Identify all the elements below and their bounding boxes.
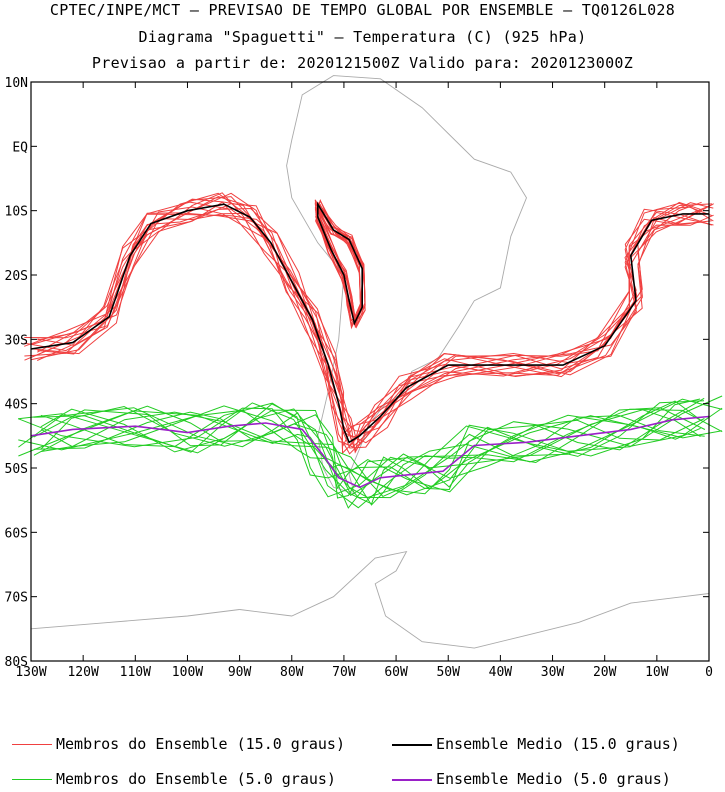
lon-tick-label: 10W [645,665,669,680]
coastline-layer [30,75,710,649]
lat-tick-label: 30S [5,333,28,348]
lat-tick-label: 80S [5,655,28,670]
member-15-andes-line [317,203,364,326]
lon-tick-label: 20W [593,665,617,680]
legend-label-members-5: Membros do Ensemble (5.0 graus) [56,770,336,788]
antarctica-coastline [239,550,710,649]
legend-mean-5: Ensemble Medio (5.0 graus) [392,770,671,788]
lat-tick-label: 50S [5,462,28,477]
legend-swatch-members-5 [12,779,52,780]
lon-tick-label: 30W [541,665,565,680]
legend-label-mean-5: Ensemble Medio (5.0 graus) [436,770,671,788]
member-15-andes-line [315,204,362,326]
members-15-layer [24,192,714,455]
lon-tick-label: 0 [705,665,713,680]
legend-swatch-members-15 [12,744,52,745]
lon-tick-label: 40W [489,665,513,680]
legend-label-members-15: Membros do Ensemble (15.0 graus) [56,735,345,753]
mean-15-andes-line [317,201,363,326]
member-15-line [24,192,714,449]
lon-tick-label: 90W [228,665,252,680]
member-15-line [24,198,714,436]
lon-tick-label: 50W [436,665,460,680]
member-5-line [40,405,706,509]
chart-subtitle: Diagrama "Spaguetti" — Temperatura (C) (… [138,28,587,46]
member-15-line [30,192,702,446]
lon-tick-label: 110W [120,665,151,680]
lon-tick-label: 130W [15,665,46,680]
chart-title: CPTEC/INPE/MCT — PREVISAO DE TEMPO GLOBA… [49,1,676,19]
member-5-line [33,408,701,505]
member-5-line [33,400,701,506]
legend-swatch-mean-15 [392,743,432,746]
map-border [30,81,710,662]
legend-swatch-mean-5 [392,778,432,781]
member-5-line [34,398,701,497]
member-15-line [31,196,702,455]
lat-tick-label: 70S [5,591,28,606]
member-5-line [40,408,705,499]
mean-5-line [30,415,710,489]
legend-label-mean-15: Ensemble Medio (15.0 graus) [436,735,680,753]
member-15-line [36,203,713,454]
mean-15-line [30,203,709,444]
ensemble-mean-layer [30,201,710,489]
lat-tick-label: 60S [5,526,28,541]
legend-mean-15: Ensemble Medio (15.0 graus) [392,735,680,753]
lat-tick-label: 10N [5,76,28,91]
member-15-line [37,192,713,454]
lon-tick-label: 100W [172,665,203,680]
legend-members-15: Membros do Ensemble (15.0 graus) [12,735,345,753]
lon-tick-label: 70W [332,665,356,680]
lat-tick-label: EQ [12,140,28,155]
antarctica-west-coastline [30,609,240,630]
lat-tick-label: 20S [5,269,28,284]
lon-tick-label: 80W [280,665,304,680]
lat-tick-label: 40S [5,398,28,413]
member-15-andes-line [317,202,364,322]
legend-members-5: Membros do Ensemble (5.0 graus) [12,770,336,788]
forecast-info: Previsao a partir de: 2020121500Z Valido… [91,54,634,72]
member-15-line [37,213,712,445]
lat-tick-label: 10S [5,205,28,220]
map-frame [30,81,710,662]
member-15-line [31,212,702,444]
member-15-line [24,206,714,438]
lon-tick-label: 120W [67,665,98,680]
member-5-line [18,407,723,509]
member-15-line [31,207,702,449]
lon-tick-label: 60W [384,665,408,680]
member-5-line [18,403,723,498]
